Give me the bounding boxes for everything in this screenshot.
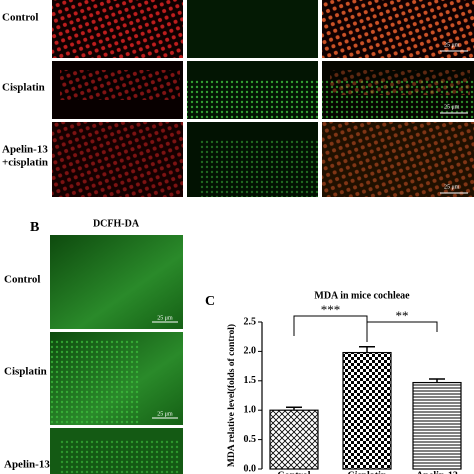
row-label: +cisplatin [2,157,48,169]
y-tick-label: 0.5 [244,434,257,445]
panel-a-images [52,0,474,197]
row-label: Control [4,274,40,286]
significance-bracket [293,315,368,336]
error-bar [359,345,375,353]
scale-bar-label: 25 μm [444,42,460,48]
scale-bar-label: 25 μm [157,411,173,417]
y-tick-label: 2.0 [244,346,257,357]
x-tick-label: Cisplatin [348,470,387,474]
row-label: Apelin-13 [4,459,50,471]
bar [269,409,319,470]
scale-bar-label: 25 μm [157,315,173,321]
significance-bracket [366,321,438,342]
panel-b-images [50,235,183,474]
panel-letter: B [30,220,39,235]
error-bar [429,378,445,383]
x-tick-label: Control [277,470,310,474]
bar [342,351,392,470]
row-label: Control [2,12,38,24]
y-tick-label: 0.0 [244,463,257,474]
error-bar [286,406,302,411]
row-label: Cisplatin [4,366,47,378]
row-label: Cisplatin [2,82,45,94]
significance-label: ** [396,308,409,323]
y-tick-label: 1.5 [244,375,257,386]
panel-letter: C [205,294,215,309]
x-tick-label: Apelin-13 [416,470,458,474]
panel-title: DCFH-DA [93,218,140,229]
scale-bar-label: 25 μm [444,184,460,190]
row-label: Apelin-13 [2,144,48,156]
y-tick-label: 1.0 [244,404,257,415]
y-tick-label: 2.5 [244,316,257,327]
chart-title: MDA in mice cochleae [314,290,410,301]
scale-bar-label: 25 μm [444,104,460,110]
significance-label: *** [321,302,341,317]
bar [412,381,462,470]
y-axis-label: MDA relative level(folds of control) [226,324,237,467]
